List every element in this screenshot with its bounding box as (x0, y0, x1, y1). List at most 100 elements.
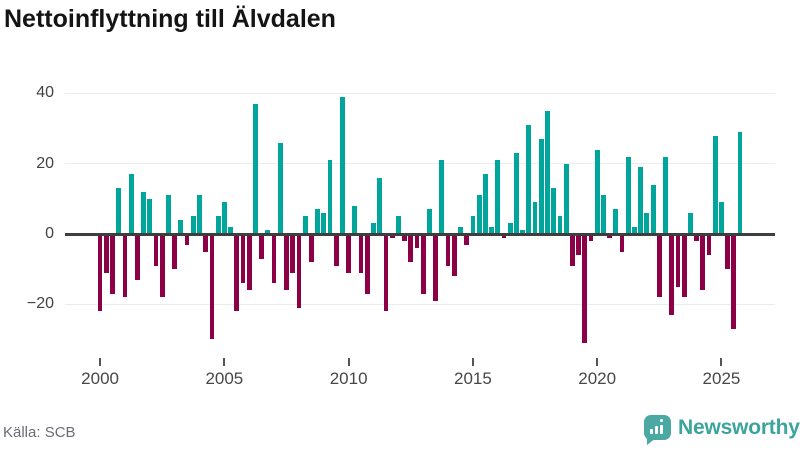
bar-negative (383, 234, 389, 312)
bar-negative (464, 234, 470, 245)
bar-positive (470, 216, 476, 234)
bar-positive (719, 202, 724, 234)
bar-positive (526, 125, 532, 234)
bar-positive (277, 142, 283, 234)
bar-positive (371, 223, 376, 234)
bar-positive (532, 202, 538, 234)
bar-positive (221, 202, 227, 234)
gridline (65, 163, 775, 165)
bar-positive (166, 195, 171, 234)
bar-positive (352, 205, 358, 234)
bar-negative (134, 234, 140, 280)
bar-positive (520, 230, 526, 234)
bar-positive (545, 110, 550, 234)
bar-negative (420, 234, 426, 294)
bar-negative (433, 234, 439, 301)
gridline (65, 92, 775, 94)
bar-negative (159, 234, 165, 298)
bar-positive (495, 160, 501, 234)
bar-negative (445, 234, 451, 266)
bar-negative (706, 234, 712, 256)
bar-positive (551, 188, 557, 234)
bar-positive (625, 156, 631, 234)
bar-negative (296, 234, 302, 308)
bar-negative (290, 234, 296, 273)
x-axis-label: 2015 (453, 369, 492, 388)
x-tick (223, 358, 226, 366)
bar-positive (613, 209, 619, 234)
bar-positive (147, 198, 153, 234)
bar-negative (364, 234, 370, 294)
bar-negative (607, 234, 612, 238)
bar-negative (203, 234, 209, 252)
x-axis-label: 2025 (702, 369, 741, 388)
bar-negative (669, 234, 675, 315)
bar-negative (619, 234, 625, 252)
bar-positive (377, 177, 383, 234)
bar-positive (482, 174, 488, 234)
bar-positive (228, 226, 233, 234)
bar-positive (538, 139, 544, 234)
bar-negative (414, 234, 420, 249)
y-axis-label: −20 (26, 295, 54, 313)
x-axis-label: 2005 (205, 369, 244, 388)
bar-negative (402, 234, 407, 242)
bar-positive (116, 188, 122, 234)
source-caption: Källa: SCB (3, 424, 76, 441)
bar-negative (389, 234, 395, 238)
bar-negative (172, 234, 178, 270)
bar-positive (321, 212, 327, 234)
x-axis-label: 2000 (81, 369, 119, 388)
y-axis-label: 40 (36, 84, 54, 102)
bar-positive (644, 212, 650, 234)
bar-negative (153, 234, 159, 266)
bar-positive (632, 226, 637, 234)
bar-negative (234, 234, 240, 312)
x-tick (720, 358, 723, 366)
bar-negative (122, 234, 128, 298)
bar-negative (408, 234, 414, 263)
bar-negative (588, 234, 594, 242)
bar-positive (315, 209, 320, 234)
bar-negative (358, 234, 364, 273)
bar-positive (439, 160, 445, 234)
bar-positive (476, 195, 482, 234)
bar-negative (284, 234, 289, 291)
bar-negative (271, 234, 277, 284)
bar-positive (427, 209, 432, 234)
y-axis-label: 20 (36, 154, 54, 172)
x-tick (347, 358, 350, 366)
bar-negative (333, 234, 339, 266)
bar-negative (731, 234, 737, 329)
newsworthy-wordmark: Newsworthy (678, 415, 800, 439)
bar-negative (582, 234, 588, 343)
gridline (65, 303, 775, 305)
bar-negative (569, 234, 575, 266)
bar-positive (190, 216, 196, 234)
bar-positive (340, 96, 345, 234)
chart-title: Nettoinflyttning till Älvdalen (4, 5, 336, 33)
bar-positive (141, 191, 146, 234)
bar-positive (395, 216, 401, 234)
bar-negative (97, 234, 103, 312)
bar-negative (240, 234, 246, 284)
bar-positive (557, 216, 563, 234)
bar-positive (514, 153, 519, 234)
x-tick (596, 358, 599, 366)
bar-positive (638, 167, 644, 234)
bar-positive (650, 184, 656, 234)
bar-negative (694, 234, 699, 242)
bar-negative (576, 234, 581, 256)
bar-positive (737, 132, 743, 234)
bar-positive (215, 216, 221, 234)
bar-negative (700, 234, 706, 291)
bar-negative (103, 234, 109, 273)
bar-positive (489, 226, 494, 234)
bar-positive (458, 226, 463, 234)
bar-negative (725, 234, 731, 270)
bar-negative (259, 234, 265, 259)
bar-positive (197, 195, 202, 234)
bar-positive (563, 163, 569, 234)
bar-positive (253, 103, 258, 234)
